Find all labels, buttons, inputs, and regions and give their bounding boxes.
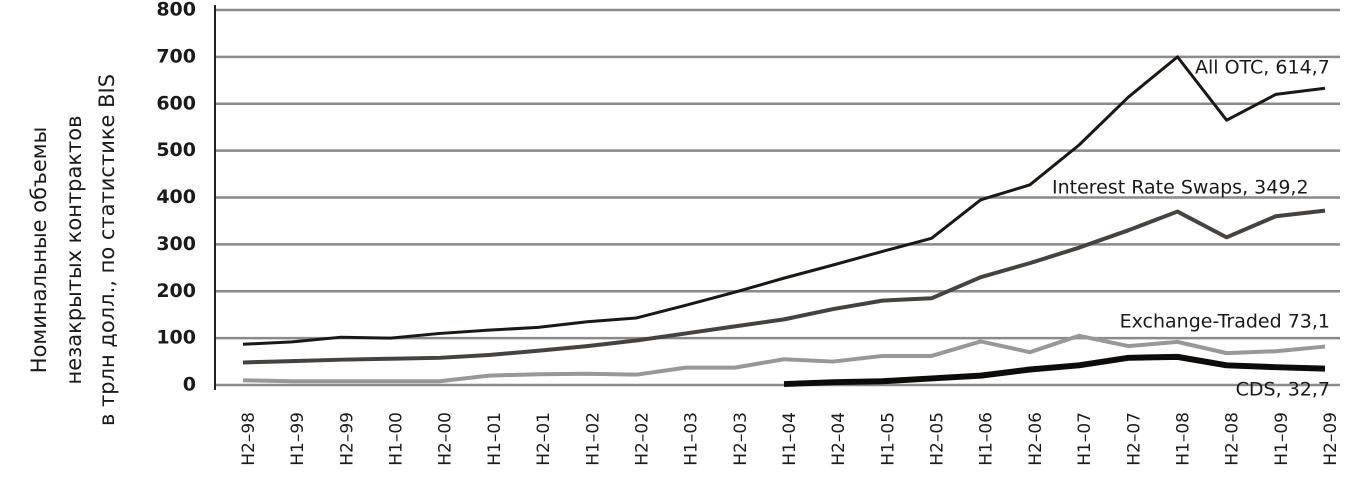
x-tick-label: H2–07 [1124,412,1144,466]
x-tick-label: H1–04 [780,412,800,466]
x-tick-label: H2–05 [928,412,948,466]
x-tick-label: H1–05 [878,412,898,466]
x-tick-label: H1–02 [583,412,603,466]
series-line [242,333,1326,384]
y-tick-label: 0 [183,374,196,396]
x-tick-label: H2–99 [337,412,357,466]
x-tick-label: H2–98 [239,412,259,466]
series-label: All OTC, 614,7 [1195,57,1330,79]
series-label: CDS, 32,7 [1236,379,1330,401]
y-tick-label: 200 [156,280,196,302]
series-label: Exchange-Traded 73,1 [1120,311,1330,333]
x-tick-label: H2–01 [534,412,554,466]
x-tick-label: H2–08 [1223,412,1243,466]
x-tick-label: H1–99 [288,412,308,466]
y-tick-label: 100 [156,327,196,349]
x-tick-label: H1–06 [977,412,997,466]
x-tick-label: H2–06 [1026,412,1046,466]
y-tick-label: 600 [156,92,196,114]
y-tick-label: 800 [156,0,196,21]
x-tick-label: H1–07 [1075,412,1095,466]
x-tick-label: H2–04 [829,412,849,466]
x-tick-label: H1–08 [1173,412,1193,466]
y-tick-label: 300 [156,233,196,255]
series-line [242,208,1326,365]
y-label-line: Номинальные объемы [27,127,51,373]
y-tick-label: 700 [156,45,196,67]
x-tick-label: H1–01 [485,412,505,466]
x-tick-label: H2–03 [731,412,751,466]
x-tick-label: H2–02 [632,412,652,466]
x-tick-label: H1–09 [1272,412,1292,466]
series-label: Interest Rate Swaps, 349,2 [1052,177,1309,199]
y-label-line: незакрытых контрактов [62,115,86,384]
x-tick-label: H1–03 [682,412,702,466]
series-line [242,55,1326,346]
x-tick-label: H2–00 [436,412,456,466]
x-tick-label: H1–00 [387,412,407,466]
series-line [783,353,1326,388]
y-tick-label: 400 [156,186,196,208]
y-tick-label: 500 [156,139,196,161]
y-axis-label: Номинальные объемы незакрытых контрактов в… [27,74,119,426]
y-label-line: в трлн долл., по статистике BIS [95,74,119,426]
x-tick-label: H2–09 [1321,412,1341,466]
